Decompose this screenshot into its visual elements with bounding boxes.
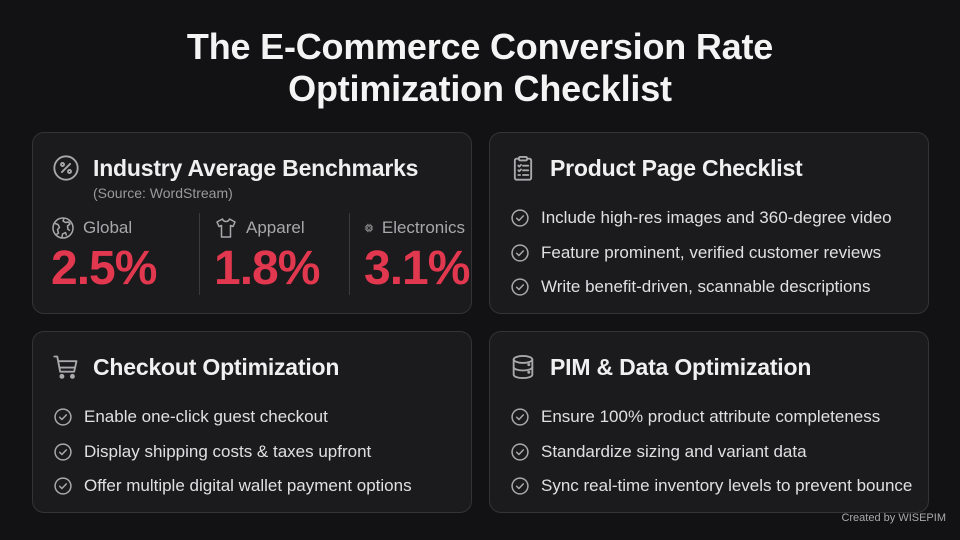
stat-value-electronics: 3.1% <box>364 242 470 295</box>
database-icon <box>508 352 538 382</box>
product-page-header: Product Page Checklist <box>508 153 803 183</box>
checklist-item: Include high-res images and 360-degree v… <box>510 201 892 236</box>
clipboard-list-icon <box>508 153 538 183</box>
chip-icon <box>364 223 374 233</box>
pim-title: PIM & Data Optimization <box>550 353 812 380</box>
checklist-item: Sync real-time inventory levels to preve… <box>510 469 912 504</box>
checklist-item: Feature prominent, verified customer rev… <box>510 236 892 271</box>
check-circle-icon <box>511 209 529 227</box>
checkout-title: Checkout Optimization <box>93 353 340 380</box>
stat-global: Global 2.5% <box>51 213 199 295</box>
checkout-checklist: Enable one-click guest checkout Display … <box>53 400 412 504</box>
check-circle-icon <box>511 244 529 262</box>
benchmarks-header: Industry Average Benchmarks <box>51 153 418 183</box>
cart-icon <box>51 352 81 382</box>
stat-label-electronics: Electronics <box>381 218 465 237</box>
check-circle-icon <box>54 477 72 495</box>
stat-electronics: Electronics 3.1% <box>349 213 479 295</box>
stat-value-apparel: 1.8% <box>214 242 320 295</box>
check-circle-icon <box>511 408 529 426</box>
stat-apparel: Apparel 1.8% <box>199 213 349 295</box>
product-page-card: Product Page Checklist Include high-res … <box>489 132 929 314</box>
benchmark-stats: Global 2.5% Apparel 1.8% Electronics <box>51 213 479 295</box>
percent-circle-icon <box>51 153 81 183</box>
stat-label-global: Global <box>83 218 133 237</box>
pim-header: PIM & Data Optimization <box>508 352 811 382</box>
checklist-item: Standardize sizing and variant data <box>510 435 912 470</box>
stat-value-global: 2.5% <box>51 242 157 295</box>
pim-checklist: Ensure 100% product attribute completene… <box>510 400 912 504</box>
page-title: The E-Commerce Conversion Rate Optimizat… <box>0 26 960 110</box>
check-circle-icon <box>511 477 529 495</box>
checklist-item: Display shipping costs & taxes upfront <box>53 435 412 470</box>
checkout-card: Checkout Optimization Enable one-click g… <box>32 331 472 513</box>
check-circle-icon <box>54 408 72 426</box>
product-page-checklist: Include high-res images and 360-degree v… <box>510 201 892 305</box>
credit-text: Created by WISEPIM <box>841 512 946 524</box>
checklist-item: Write benefit-driven, scannable descript… <box>510 270 892 305</box>
title-line-1: The E-Commerce Conversion Rate <box>186 26 774 67</box>
checklist-item: Offer multiple digital wallet payment op… <box>53 469 412 504</box>
pim-card: PIM & Data Optimization Ensure 100% prod… <box>489 331 929 513</box>
check-circle-icon <box>511 443 529 461</box>
tshirt-icon <box>216 218 236 238</box>
benchmarks-card: Industry Average Benchmarks (Source: Wor… <box>32 132 472 314</box>
check-circle-icon <box>511 278 529 296</box>
title-line-2: Optimization Checklist <box>288 68 672 109</box>
benchmarks-source: (Source: WordStream) <box>93 185 233 201</box>
check-circle-icon <box>54 443 72 461</box>
globe-icon <box>52 217 74 239</box>
checklist-item: Enable one-click guest checkout <box>53 400 412 435</box>
benchmarks-title: Industry Average Benchmarks <box>93 154 419 181</box>
checkout-header: Checkout Optimization <box>51 352 339 382</box>
product-page-title: Product Page Checklist <box>550 154 803 181</box>
stat-label-apparel: Apparel <box>246 218 305 237</box>
checklist-item: Ensure 100% product attribute completene… <box>510 400 912 435</box>
